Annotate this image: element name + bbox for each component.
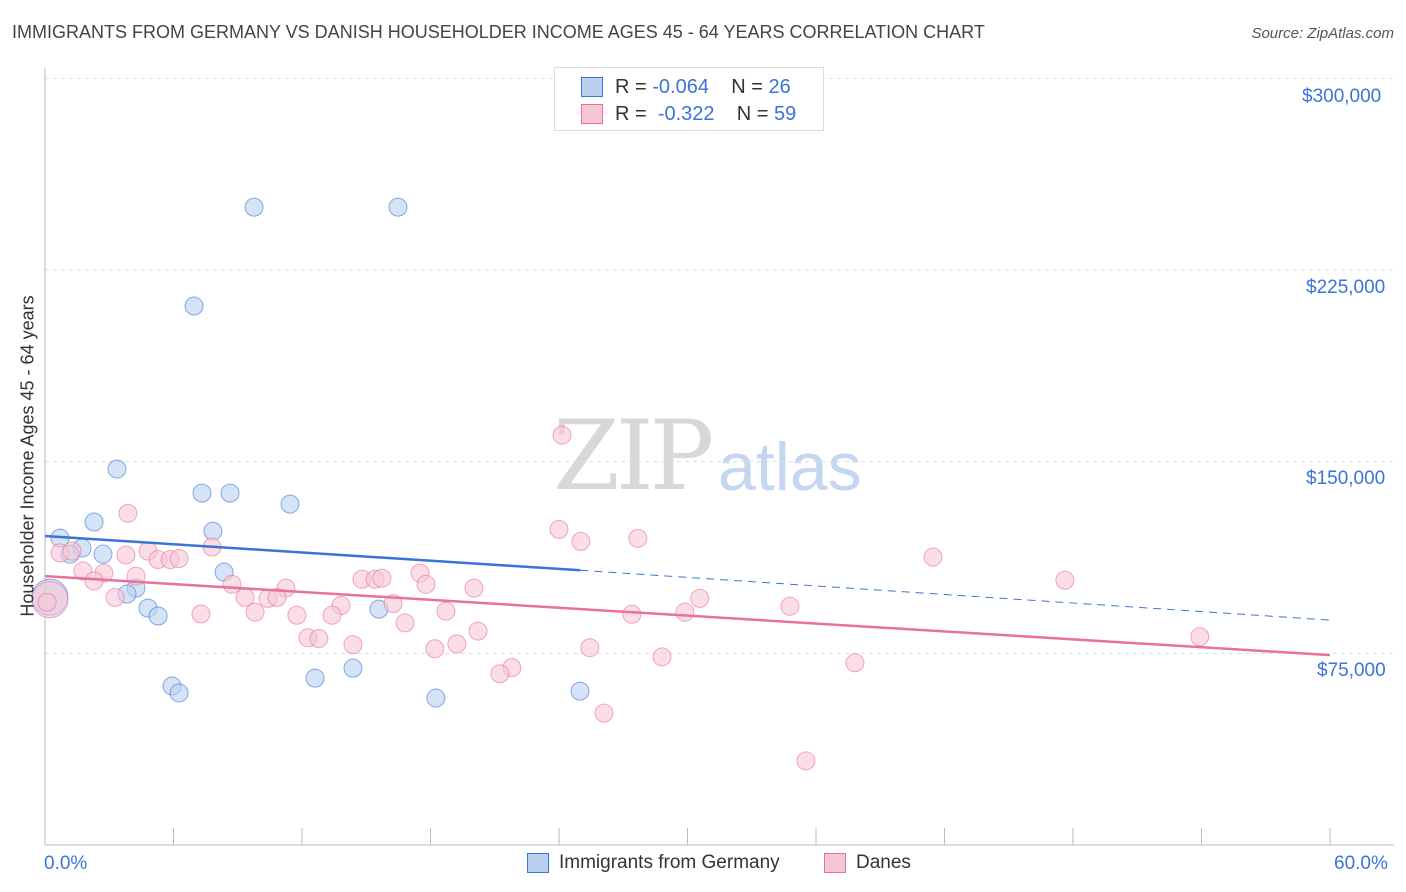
point-danes: [105, 587, 125, 607]
point-danes: [169, 549, 189, 569]
point-danes: [191, 604, 211, 624]
point-germany: [343, 658, 363, 678]
point-danes: [594, 703, 614, 723]
point-germany: [169, 683, 189, 703]
point-danes: [309, 629, 329, 649]
point-danes: [549, 519, 569, 539]
legend-label: Danes: [856, 852, 911, 873]
r-label: R =: [615, 75, 647, 98]
legend-item-danes: Danes: [824, 852, 911, 874]
n-value: 59: [774, 102, 797, 125]
legend-stats: R = -0.064 N = 26 R = -0.322 N = 59: [554, 67, 824, 131]
point-danes: [416, 574, 436, 594]
legend-item-germany: Immigrants from Germany: [527, 852, 780, 874]
point-germany: [192, 483, 212, 503]
n-value: 26: [768, 75, 791, 98]
point-danes: [580, 638, 600, 658]
point-danes: [372, 568, 392, 588]
x-tick-60: 60.0%: [1334, 853, 1388, 874]
legend-swatch-pink: [581, 104, 603, 124]
point-germany: [84, 512, 104, 532]
point-danes: [116, 545, 136, 565]
source-label: Source: ZipAtlas.com: [1251, 25, 1394, 42]
y-tick-300k: $300,000: [1302, 86, 1382, 107]
legend-swatch-blue: [527, 853, 549, 873]
point-danes: [464, 578, 484, 598]
x-tick-0: 0.0%: [44, 853, 88, 874]
r-value: -0.064: [652, 75, 709, 98]
point-danes: [622, 604, 642, 624]
point-danes: [322, 605, 342, 625]
point-germany: [203, 521, 223, 541]
point-danes: [780, 596, 800, 616]
legend-row-germany: R = -0.064 N = 26: [581, 74, 791, 100]
point-danes: [1190, 627, 1210, 647]
n-label: N =: [736, 102, 769, 125]
point-danes: [571, 531, 591, 551]
point-danes: [37, 592, 57, 612]
chart-title: IMMIGRANTS FROM GERMANY VS DANISH HOUSEH…: [12, 22, 985, 42]
r-value: -0.322: [657, 102, 715, 125]
point-germany: [305, 668, 325, 688]
point-germany: [107, 459, 127, 479]
legend-label: Immigrants from Germany: [559, 852, 780, 873]
point-germany: [570, 681, 590, 701]
point-danes: [84, 571, 104, 591]
trend-line-germany: [44, 534, 581, 572]
point-danes: [490, 664, 510, 684]
legend-row-danes: R = -0.322 N = 59: [581, 101, 796, 127]
point-danes: [552, 425, 572, 445]
point-germany: [220, 483, 240, 503]
y-tick-225k: $225,000: [1306, 277, 1386, 298]
watermark-atlas: atlas: [718, 429, 862, 505]
point-germany: [184, 296, 204, 316]
point-danes: [652, 647, 672, 667]
r-label: R =: [615, 102, 647, 125]
n-label: N =: [731, 75, 763, 98]
legend-swatch-pink: [824, 853, 846, 873]
point-germany: [426, 688, 446, 708]
point-germany: [280, 494, 300, 514]
point-danes: [267, 587, 287, 607]
point-danes: [447, 634, 467, 654]
point-danes: [287, 605, 307, 625]
point-danes: [436, 601, 456, 621]
point-danes: [845, 653, 865, 673]
point-danes: [1055, 570, 1075, 590]
point-danes: [923, 547, 943, 567]
point-danes: [118, 503, 138, 523]
point-danes: [796, 751, 816, 771]
point-germany: [93, 544, 113, 564]
point-germany: [148, 606, 168, 626]
point-danes: [690, 588, 710, 608]
y-tick-75k: $75,000: [1317, 660, 1386, 681]
y-axis-label: Householder Income Ages 45 - 64 years: [17, 295, 38, 617]
point-danes: [425, 639, 445, 659]
point-danes: [628, 528, 648, 548]
trend-line-danes: [44, 574, 1331, 657]
point-germany: [244, 197, 264, 217]
point-danes: [343, 635, 363, 655]
point-danes: [245, 602, 265, 622]
legend-swatch-blue: [581, 77, 603, 97]
point-danes: [62, 541, 82, 561]
watermark-zip: ZIP: [553, 400, 714, 512]
point-danes: [675, 602, 695, 622]
point-danes: [395, 613, 415, 633]
y-tick-150k: $150,000: [1306, 468, 1386, 489]
point-germany: [388, 197, 408, 217]
point-danes: [222, 574, 242, 594]
point-danes: [468, 621, 488, 641]
